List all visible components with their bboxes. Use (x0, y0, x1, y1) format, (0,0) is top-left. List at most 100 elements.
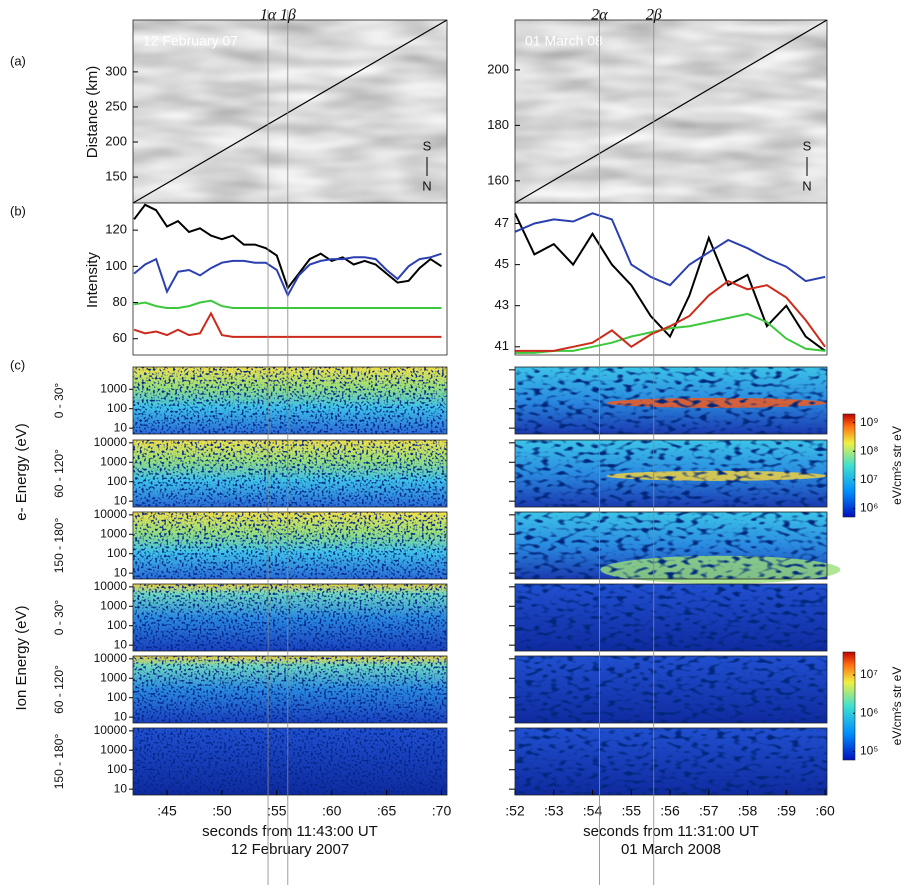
spectrogram-noise (133, 584, 447, 651)
spectrogram-noise (515, 728, 827, 795)
y-tick-label: 1000 (100, 670, 127, 684)
intensity-line (515, 312, 826, 354)
plot-area (133, 203, 447, 355)
y-tick-label: 10 (114, 709, 128, 723)
date-annotation: 12 February 07 (143, 33, 238, 49)
event-label: 2α (591, 7, 608, 24)
frame (514, 583, 828, 652)
y-tick-label: 150 (105, 168, 127, 183)
x-tick-label: :60 (815, 803, 835, 819)
y-tick-label: 1000 (100, 454, 127, 468)
frame (132, 655, 448, 724)
y-tick-label: 10000 (94, 507, 128, 521)
y-tick-label: 10 (114, 493, 128, 507)
x-tick-label: :58 (738, 803, 758, 819)
date-label: 12 February 2007 (231, 841, 349, 858)
y-tick-label: 100 (107, 474, 127, 488)
colorbar-label: eV/cm²s str eV (890, 426, 904, 505)
frame (514, 655, 828, 724)
x-tick-label: :56 (660, 803, 680, 819)
frame (514, 439, 828, 508)
y-tick-label: 41 (495, 338, 509, 353)
spectrogram-noise (133, 656, 447, 723)
y-tick-label: 100 (107, 618, 127, 632)
y-tick-label: 80 (113, 294, 127, 309)
panel-label: (b) (10, 203, 26, 218)
axis-label: Ion Energy (eV) (13, 605, 30, 710)
x-tick-label: :55 (622, 803, 642, 819)
y-tick-label: 10 (114, 565, 128, 579)
colorbar-tick-label: 10⁶ (860, 705, 878, 719)
spectrogram-noise (133, 367, 447, 434)
y-tick-label: 43 (495, 297, 509, 312)
direction-label: S (803, 138, 812, 153)
y-tick-label: 1000 (100, 526, 127, 540)
axis-label: Intensity (84, 252, 101, 308)
spectrogram-noise (133, 512, 447, 579)
y-tick-label: 10 (114, 637, 128, 651)
spectrogram-noise (515, 584, 827, 651)
colorbar-label: eV/cm²s str eV (890, 667, 904, 746)
y-tick-label: 100 (107, 762, 127, 776)
panel-label: (c) (10, 357, 25, 372)
intensity-line (514, 212, 826, 352)
frame (132, 366, 448, 435)
x-tick-label: :52 (505, 803, 525, 819)
frame (132, 583, 448, 652)
frame (514, 727, 828, 796)
colorbar-tick-label: 10⁵ (860, 744, 878, 758)
y-tick-label: 10000 (94, 435, 128, 449)
y-tick-label: 10 (114, 781, 128, 795)
y-tick-label: 1000 (100, 598, 127, 612)
x-tick-label: :53 (544, 803, 564, 819)
spectrogram-noise (515, 367, 827, 434)
y-tick-label: 200 (105, 133, 127, 148)
spectrogram-noise (515, 656, 827, 723)
y-tick-label: 10 (114, 420, 128, 434)
x-tick-label: :45 (157, 803, 177, 819)
frame (132, 202, 448, 356)
intensity-line (515, 279, 826, 352)
x-tick-label: :70 (432, 803, 452, 819)
direction-label: N (802, 178, 811, 193)
frame (132, 511, 448, 580)
event-label: 1α (260, 7, 277, 24)
frame (132, 439, 448, 508)
x-tick-label: :65 (377, 803, 397, 819)
y-tick-label: 100 (107, 401, 127, 415)
x-axis-label: seconds from 11:43:00 UT (202, 823, 378, 840)
y-tick-label: 200 (487, 61, 509, 76)
x-axis-label: seconds from 11:31:00 UT (583, 823, 759, 840)
frame (514, 366, 828, 435)
direction-label: N (422, 178, 431, 193)
y-tick-label: 10000 (94, 651, 128, 665)
pitch-label: 150 - 180° (52, 518, 66, 574)
y-tick-label: 10000 (94, 723, 128, 737)
y-tick-label: 1000 (100, 742, 127, 756)
pitch-label: 0 - 30° (52, 383, 66, 419)
y-tick-label: 100 (105, 258, 127, 273)
pitch-label: 60 - 120° (52, 665, 66, 714)
y-tick-label: 100 (107, 546, 127, 560)
event-label: 1β (280, 7, 296, 24)
event-label: 2β (646, 7, 662, 24)
axis-label: e- Energy (eV) (13, 423, 30, 521)
colorbar-tick-label: 10⁹ (860, 415, 879, 429)
y-tick-label: 47 (495, 215, 509, 230)
y-tick-label: 120 (105, 222, 127, 237)
x-tick-label: :54 (583, 803, 603, 819)
spectrogram-noise (515, 512, 827, 579)
colorbar-tick-label: 10⁷ (860, 472, 878, 486)
colorbar-tick-label: 10⁶ (860, 501, 878, 515)
spectrogram-noise (133, 440, 447, 507)
frame (514, 511, 828, 580)
spectrogram-noise (133, 728, 447, 795)
track-line (514, 19, 828, 204)
x-tick-label: :50 (212, 803, 232, 819)
colorbar (842, 413, 856, 518)
pitch-label: 60 - 120° (52, 449, 66, 498)
colorbar-tick-label: 10⁷ (860, 667, 878, 681)
colorbar (842, 651, 856, 761)
frame (132, 727, 448, 796)
